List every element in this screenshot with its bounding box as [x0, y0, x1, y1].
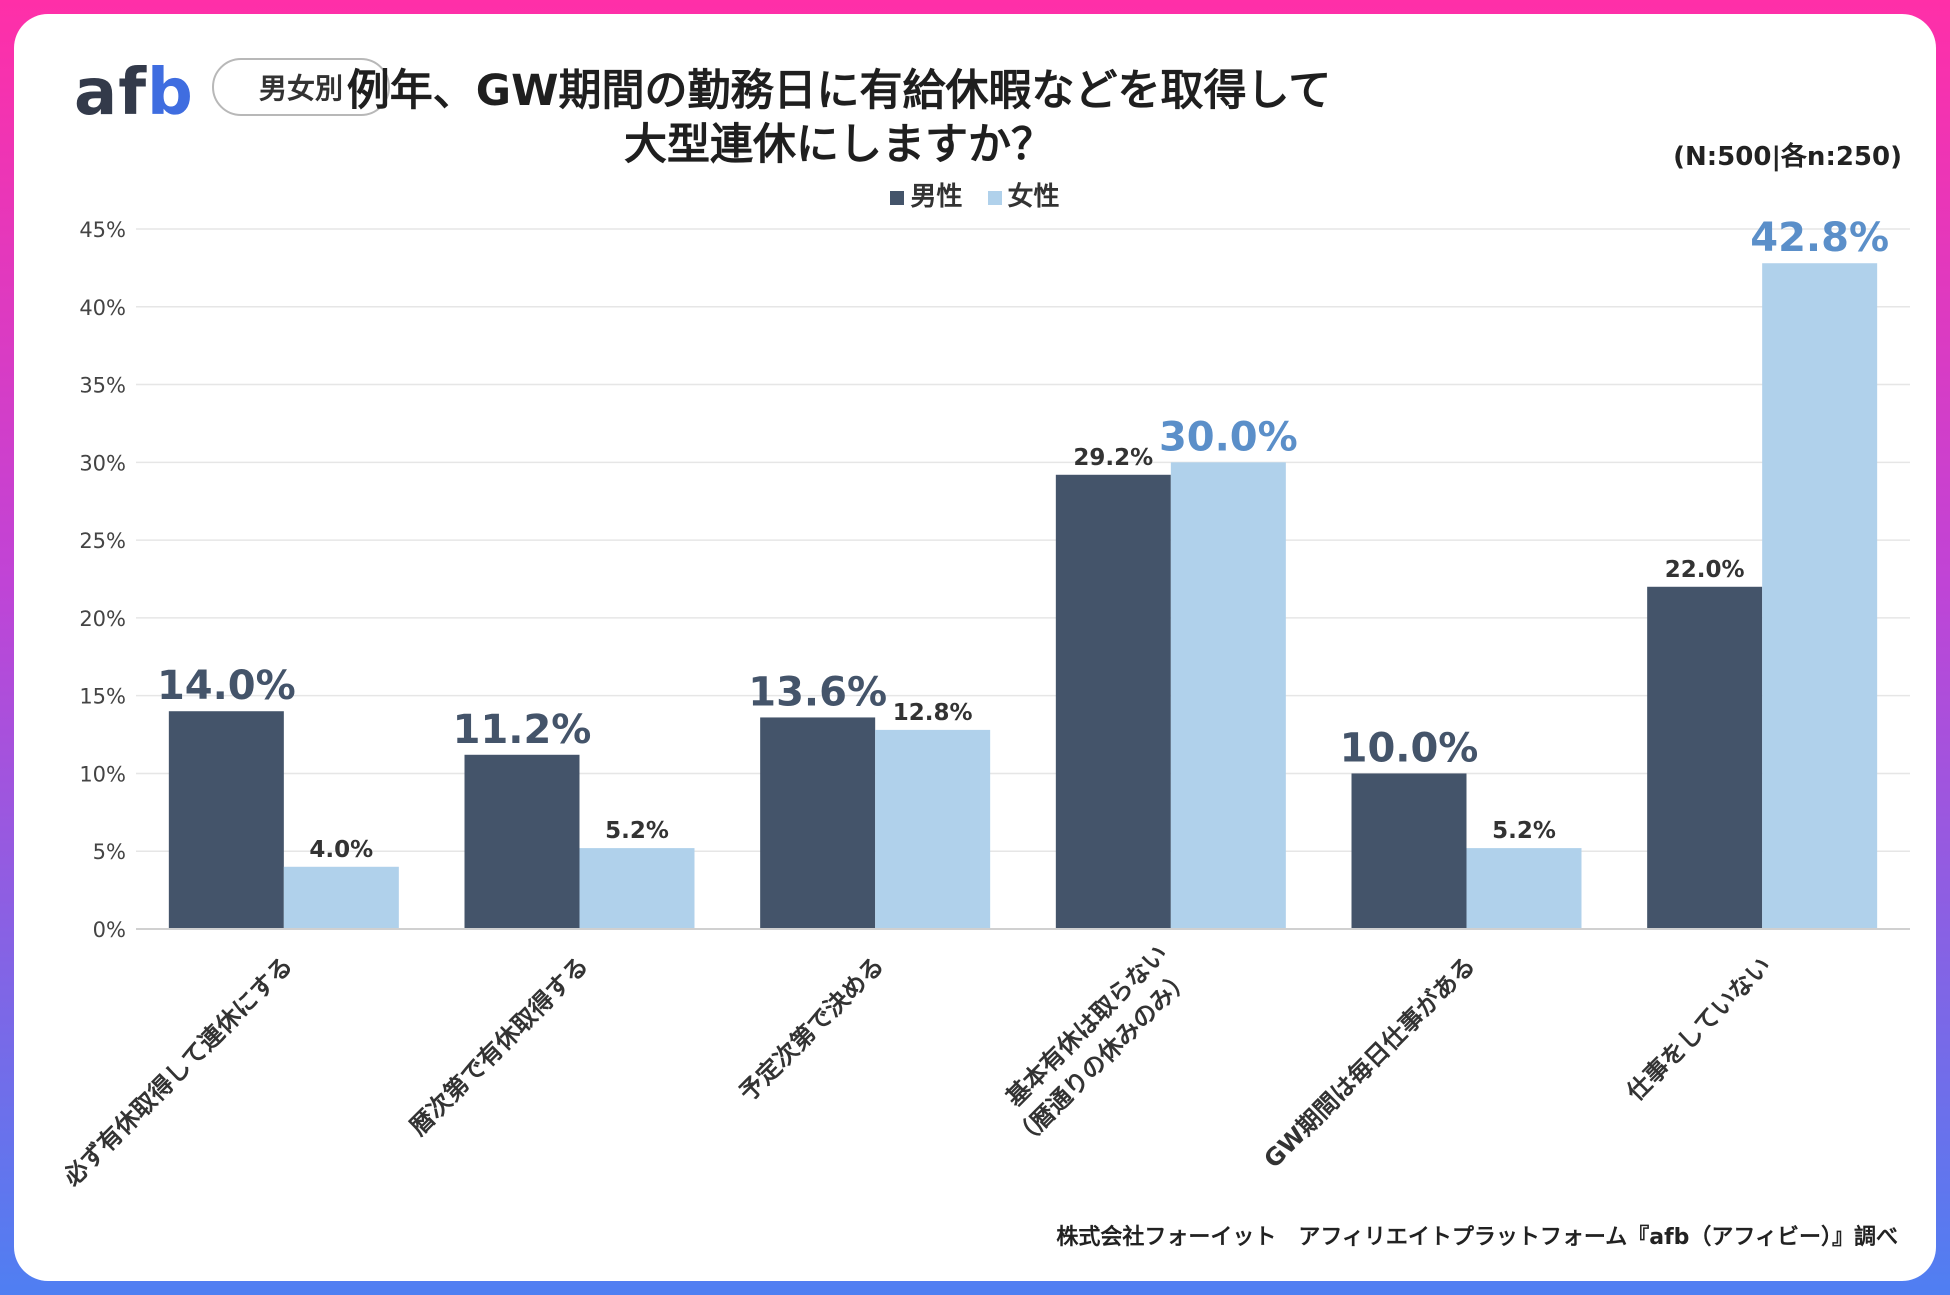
x-category-label-line: 予定次第で決める	[734, 951, 890, 1107]
chart-card: afb 男女別 例年、GW期間の勤務日に有給休暇などを取得して 大型連休にします…	[14, 14, 1936, 1281]
data-label: 30.0%	[1159, 414, 1298, 460]
legend-item-female: 女性	[987, 182, 1060, 212]
bar-male	[168, 711, 284, 929]
x-category-label: 必ず有休取得して連休にする	[58, 951, 298, 1191]
data-label: 5.2%	[1492, 818, 1556, 844]
x-category-label-line: GW期間は毎日仕事がある	[1259, 951, 1481, 1173]
y-tick-label: 5%	[93, 840, 126, 864]
bar-female	[1170, 462, 1286, 929]
data-label: 10.0%	[1340, 725, 1479, 771]
data-label: 13.6%	[748, 669, 887, 715]
gender-tag: 男女別	[212, 58, 390, 116]
chart-title: 例年、GW期間の勤務日に有給休暇などを取得して 大型連休にしますか？	[314, 64, 1364, 172]
legend-label-male: 男性	[910, 182, 963, 212]
y-tick-label: 30%	[79, 451, 126, 475]
x-category-label-line: 必ず有休取得して連休にする	[58, 951, 298, 1191]
data-label: 22.0%	[1665, 557, 1745, 583]
data-label: 4.0%	[309, 837, 373, 863]
bar-male	[760, 717, 876, 929]
legend: 男性 女性	[14, 176, 1936, 213]
x-category-label: 仕事をしていない	[1621, 951, 1777, 1107]
data-label: 11.2%	[453, 707, 592, 753]
data-label: 42.8%	[1750, 215, 1889, 261]
x-category-label: 基本有休は取らない（暦通りの休みのみ）	[1001, 939, 1198, 1153]
bar-female	[283, 866, 399, 929]
bar-female	[579, 848, 695, 929]
x-category-label-line: 暦次第で有休取得する	[404, 951, 594, 1141]
legend-swatch-female	[987, 190, 1002, 205]
legend-label-female: 女性	[1007, 182, 1060, 212]
bar-male	[464, 754, 580, 929]
bar-male	[1351, 773, 1467, 929]
title-line-2: 大型連休にしますか？	[624, 120, 1054, 170]
x-category-label-line: 仕事をしていない	[1621, 951, 1777, 1107]
y-tick-label: 20%	[79, 607, 126, 631]
bar-female	[1466, 848, 1582, 929]
y-tick-label: 15%	[79, 685, 126, 709]
data-label: 12.8%	[893, 700, 973, 726]
sample-size-note: (N:500|各n:250)	[1673, 142, 1902, 172]
y-tick-label: 35%	[79, 374, 126, 398]
x-category-label: GW期間は毎日仕事がある	[1259, 951, 1481, 1173]
title-line-1: 例年、GW期間の勤務日に有給休暇などを取得して	[346, 66, 1332, 116]
afb-logo: afb	[74, 56, 194, 130]
legend-item-male: 男性	[890, 182, 962, 212]
x-category-label: 暦次第で有休取得する	[404, 951, 594, 1141]
y-tick-label: 25%	[79, 529, 126, 553]
data-label: 5.2%	[605, 818, 669, 844]
y-tick-label: 40%	[79, 296, 126, 320]
source-note: 株式会社フォーイット アフィリエイトプラットフォーム『afb（アフィビー）』調べ	[1056, 1225, 1898, 1250]
y-tick-label: 10%	[79, 762, 126, 786]
x-category-label: 予定次第で決める	[734, 951, 890, 1107]
bar-female	[1762, 263, 1878, 929]
data-label: 14.0%	[157, 663, 296, 709]
bar-chart: 0% 5% 10% 15% 20% 25% 30% 35% 40% 45% 14.0% 4.0% 必ず有…	[58, 215, 1910, 1192]
bar-male	[1055, 474, 1171, 929]
legend-swatch-male	[890, 190, 905, 205]
y-tick-label: 0%	[93, 918, 126, 942]
bar-male	[1647, 586, 1763, 929]
bar-female	[875, 729, 991, 929]
y-tick-label: 45%	[79, 218, 126, 242]
data-label: 29.2%	[1073, 445, 1153, 471]
